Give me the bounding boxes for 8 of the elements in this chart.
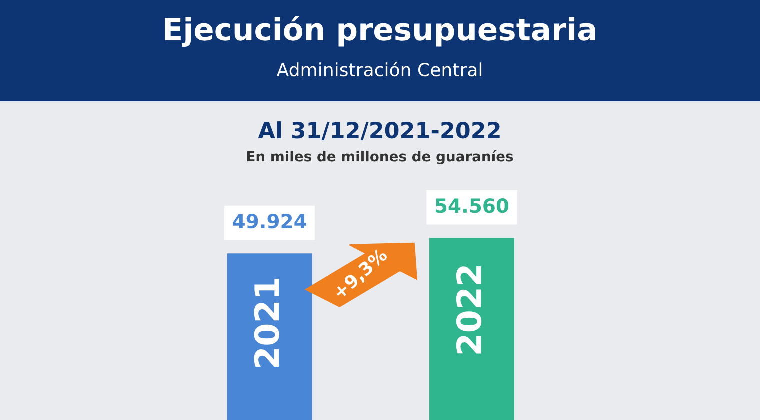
text: En miles de millones de guaraníes xyxy=(247,150,514,165)
data-label: 49.924 xyxy=(233,214,306,229)
text: Al 31/12/2021-2022 xyxy=(258,122,500,140)
chart-title: Ejecución presupuestaria xyxy=(165,16,596,48)
x-tick-label: 2022 xyxy=(456,266,482,354)
chart-subtitle: Administración Central xyxy=(276,62,482,77)
data-label: 54.560 xyxy=(436,198,509,214)
x-tick-label: 2021 xyxy=(254,279,280,368)
